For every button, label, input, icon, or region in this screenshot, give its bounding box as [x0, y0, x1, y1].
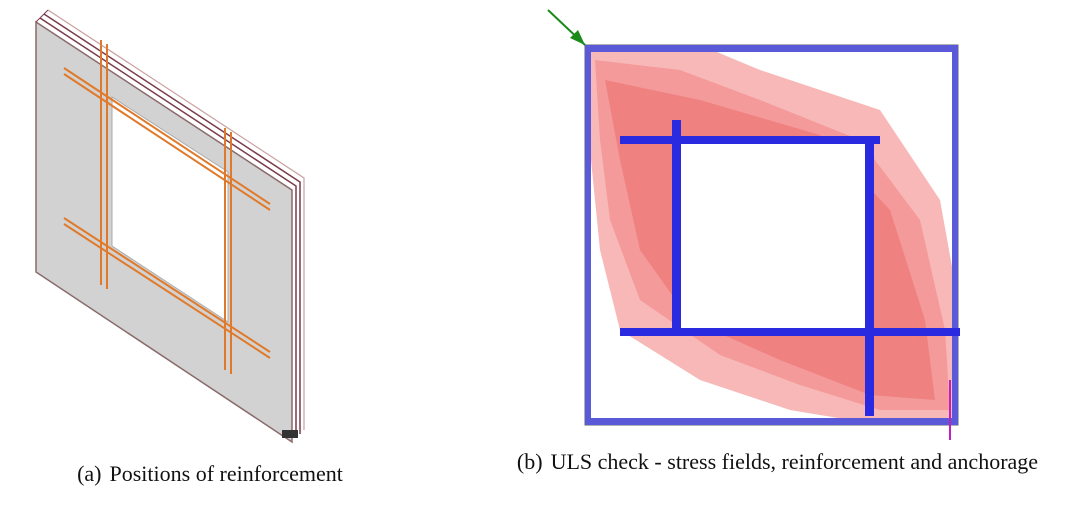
caption-a: (a) Positions of reinforcement	[20, 460, 400, 488]
figure-graphics	[0, 0, 1074, 445]
figure: (a) Positions of reinforcement (b) ULS che…	[0, 0, 1074, 505]
caption-b: (b) ULS check - stress fields, reinforcem…	[500, 448, 1055, 476]
panel-label: (a)	[77, 461, 101, 486]
caption-text: ULS check - stress fields, reinforcement…	[551, 449, 1038, 474]
stress-field-plot	[548, 10, 960, 440]
wall-drawing	[36, 10, 304, 442]
panel-label: (b)	[517, 449, 543, 474]
caption-text: Positions of reinforcement	[110, 461, 343, 486]
